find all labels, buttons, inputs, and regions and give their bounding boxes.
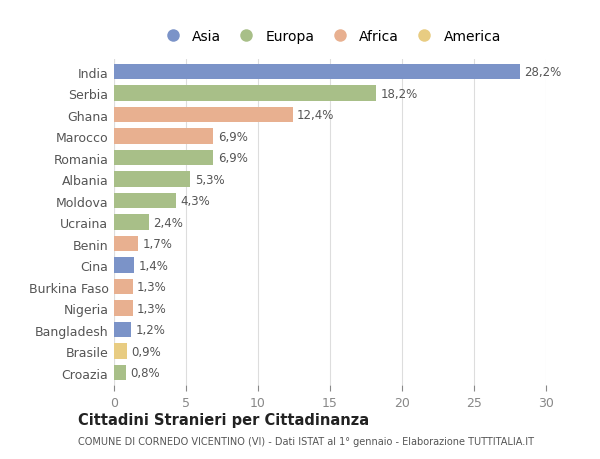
Text: 18,2%: 18,2% <box>380 88 418 101</box>
Text: 1,4%: 1,4% <box>139 259 169 272</box>
Text: 1,7%: 1,7% <box>143 238 173 251</box>
Text: 4,3%: 4,3% <box>180 195 210 207</box>
Bar <box>114 65 520 80</box>
Bar <box>114 236 139 252</box>
Text: 0,8%: 0,8% <box>130 366 160 379</box>
Text: 5,3%: 5,3% <box>194 173 224 186</box>
Text: 28,2%: 28,2% <box>524 66 562 79</box>
Bar <box>114 258 134 273</box>
Bar <box>114 365 125 381</box>
Bar <box>114 215 149 230</box>
Text: 1,3%: 1,3% <box>137 280 167 293</box>
Text: 6,9%: 6,9% <box>218 130 248 143</box>
Bar <box>114 301 133 316</box>
Bar <box>114 151 214 166</box>
Bar <box>114 86 376 102</box>
Text: 0,9%: 0,9% <box>131 345 161 358</box>
Bar <box>114 129 214 145</box>
Text: 1,2%: 1,2% <box>136 323 166 336</box>
Text: 6,9%: 6,9% <box>218 152 248 165</box>
Bar <box>114 193 176 209</box>
Bar <box>114 108 293 123</box>
Text: 1,3%: 1,3% <box>137 302 167 315</box>
Bar <box>114 322 131 337</box>
Bar <box>114 172 190 187</box>
Text: 12,4%: 12,4% <box>297 109 334 122</box>
Legend: Asia, Europa, Africa, America: Asia, Europa, Africa, America <box>156 28 504 47</box>
Bar <box>114 343 127 359</box>
Text: 2,4%: 2,4% <box>153 216 183 229</box>
Bar <box>114 279 133 295</box>
Text: Cittadini Stranieri per Cittadinanza: Cittadini Stranieri per Cittadinanza <box>78 413 369 428</box>
Text: COMUNE DI CORNEDO VICENTINO (VI) - Dati ISTAT al 1° gennaio - Elaborazione TUTTI: COMUNE DI CORNEDO VICENTINO (VI) - Dati … <box>78 436 534 446</box>
